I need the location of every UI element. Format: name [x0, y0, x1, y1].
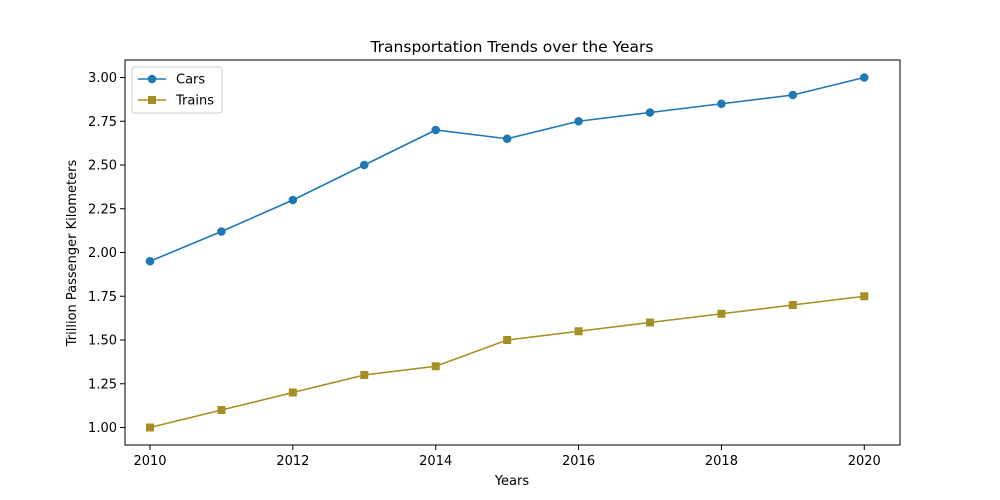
- data-point-trains: [860, 292, 869, 301]
- data-point-cars: [574, 116, 583, 126]
- data-point-trains: [217, 406, 226, 414]
- x-tick-label: 2014: [419, 454, 452, 469]
- y-tick-label: 2.50: [88, 159, 117, 174]
- legend-marker-cars: [147, 74, 157, 84]
- chart-title: Transportation Trends over the Years: [369, 38, 653, 56]
- data-point-cars: [431, 125, 441, 135]
- data-point-trains: [288, 388, 297, 397]
- y-tick-label: 3.00: [88, 71, 117, 86]
- data-point-cars: [145, 256, 155, 266]
- x-tick-label: 2012: [276, 454, 309, 469]
- data-point-cars: [288, 195, 298, 205]
- data-point-trains: [503, 336, 512, 344]
- x-tick-label: 2016: [562, 454, 595, 469]
- x-axis-title: Years: [494, 474, 530, 489]
- legend-label-cars: Cars: [176, 73, 205, 88]
- y-tick-label: 1.00: [88, 421, 117, 436]
- data-point-cars: [359, 160, 369, 170]
- x-tick-label: 2018: [705, 454, 738, 469]
- plot-frame: [124, 59, 901, 446]
- data-point-trains: [146, 423, 154, 432]
- legend-label-trains: Trains: [175, 94, 214, 109]
- data-point-trains: [574, 327, 583, 336]
- data-point-cars: [502, 134, 512, 144]
- data-point-trains: [360, 371, 369, 379]
- data-point-trains: [788, 301, 797, 309]
- x-tick-label: 2020: [848, 454, 881, 469]
- data-point-cars: [859, 73, 869, 82]
- x-tick-label: 2010: [133, 454, 166, 469]
- plot-area: 2010 2012 2014 2016 2018 2020 1.00 1.25 1.50 1.75…: [88, 59, 901, 469]
- data-point-trains: [717, 309, 726, 318]
- data-point-cars: [717, 99, 726, 109]
- data-point-trains: [646, 318, 654, 327]
- data-point-cars: [788, 90, 798, 100]
- data-point-trains: [431, 362, 440, 371]
- data-point-cars: [645, 108, 655, 117]
- y-tick-label: 1.25: [88, 377, 117, 392]
- y-tick-label: 1.75: [88, 290, 117, 305]
- legend-marker-trains: [148, 96, 156, 104]
- y-tick-label: 1.50: [88, 334, 117, 349]
- legend: Cars Trains: [131, 66, 223, 114]
- y-tick-label: 2.75: [88, 115, 117, 130]
- y-axis-title: Trillion Passenger Kilometers: [65, 160, 80, 348]
- y-tick-label: 2.25: [88, 202, 117, 217]
- y-tick-label: 2.00: [88, 246, 117, 261]
- data-point-cars: [217, 227, 226, 236]
